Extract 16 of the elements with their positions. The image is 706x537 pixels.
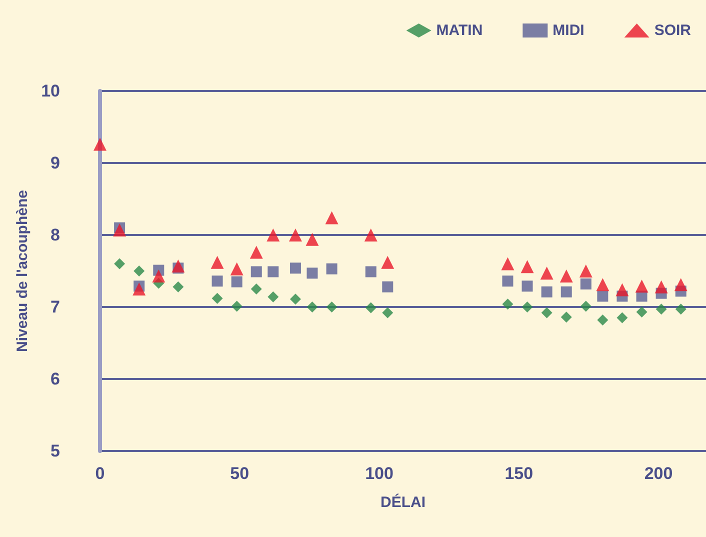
x-tick-label: 100	[365, 464, 394, 483]
y-tick-label: 9	[50, 154, 60, 172]
y-tick-label: 7	[50, 298, 60, 316]
y-tick-label: 5	[50, 442, 60, 460]
legend-label: MATIN	[436, 22, 483, 39]
x-tick-label: 150	[504, 464, 534, 483]
x-tick-label: 50	[230, 464, 250, 483]
y-tick-label: 10	[41, 82, 60, 100]
x-tick-label: 200	[644, 464, 673, 483]
x-axis-title: DÉLAI	[380, 493, 426, 511]
y-tick-label: 6	[50, 370, 60, 388]
legend-label: SOIR	[654, 22, 692, 39]
legend-label: MIDI	[552, 22, 584, 39]
y-tick-label: 8	[50, 226, 60, 244]
y-axis-title: Niveau de l'acouphène	[14, 190, 31, 352]
x-tick-label: 0	[95, 464, 105, 483]
